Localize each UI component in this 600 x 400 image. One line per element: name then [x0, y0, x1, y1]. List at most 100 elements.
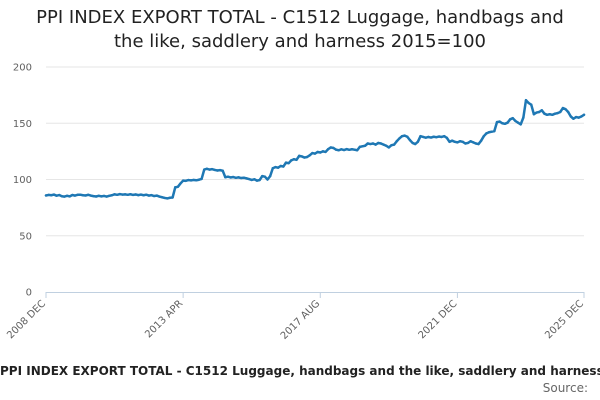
data-point-2011-11 [137, 193, 140, 197]
data-point-2018-02 [334, 148, 338, 151]
data-point-2019-03 [369, 142, 372, 146]
data-point-2015-02 [239, 176, 243, 180]
data-point-2018-01 [332, 146, 335, 150]
data-point-2009-09 [68, 195, 71, 198]
data-point-2021-03 [432, 135, 435, 138]
data-point-2024-02 [524, 98, 528, 102]
data-point-2015-05 [247, 177, 251, 181]
data-point-2014-04 [213, 168, 216, 172]
data-point-2024-07 [537, 110, 541, 114]
data-point-2024-03 [527, 101, 530, 105]
data-point-2018-04 [340, 148, 343, 151]
data-point-2009-12 [76, 193, 79, 196]
data-point-2023-11 [516, 121, 520, 124]
data-point-2025-09 [574, 115, 578, 119]
series-group [44, 98, 586, 200]
data-point-2010-07 [94, 195, 98, 198]
data-point-2014-07 [221, 169, 224, 172]
data-point-2017-11 [326, 147, 330, 151]
data-point-2009-08 [65, 194, 69, 198]
data-point-2018-12 [361, 145, 364, 148]
data-point-2017-03 [305, 155, 309, 159]
data-point-2015-11 [263, 175, 267, 178]
x-tick-label-3: 2021 DEC [417, 298, 460, 341]
data-point-2021-10 [450, 139, 454, 142]
data-point-2025-06 [566, 110, 570, 114]
data-point-2018-06 [345, 147, 348, 151]
chart-caption: PPI INDEX EXPORT TOTAL - C1512 Luggage, … [0, 364, 600, 378]
chart-title: PPI INDEX EXPORT TOTAL - C1512 Luggage, … [0, 6, 600, 54]
data-point-2010-11 [105, 195, 108, 198]
y-tick-label-0: 0 [26, 288, 32, 299]
data-point-2025-03 [559, 110, 562, 114]
data-point-2024-06 [535, 111, 538, 114]
data-point-2021-12 [456, 141, 459, 144]
data-point-2025-12 [582, 113, 586, 117]
data-point-2012-10 [166, 197, 169, 200]
data-point-2015-06 [250, 178, 253, 182]
data-point-2022-02 [461, 140, 464, 144]
data-point-2021-08 [445, 136, 449, 140]
data-point-2019-09 [385, 144, 388, 147]
data-point-2022-01 [458, 140, 462, 143]
data-point-2025-04 [561, 106, 565, 110]
data-point-2011-01 [110, 194, 114, 197]
data-point-2017-12 [329, 146, 333, 149]
data-point-2016-10 [292, 158, 296, 161]
data-point-2024-01 [522, 116, 525, 119]
data-point-2023-03 [495, 120, 499, 124]
data-point-2017-01 [300, 155, 304, 158]
data-point-2020-09 [416, 140, 420, 144]
data-point-2021-06 [440, 135, 443, 139]
data-point-2010-05 [89, 194, 93, 197]
data-point-2016-11 [295, 158, 298, 162]
data-point-2013-06 [187, 178, 190, 182]
data-point-2017-06 [313, 152, 317, 155]
data-point-2024-05 [532, 113, 536, 116]
data-point-2016-05 [279, 164, 282, 168]
data-point-2019-04 [371, 142, 375, 145]
data-point-2022-09 [479, 139, 483, 142]
data-point-2010-08 [97, 194, 100, 198]
data-point-2019-07 [379, 142, 383, 145]
data-point-2010-03 [84, 194, 87, 197]
data-point-2016-06 [282, 165, 285, 168]
data-point-2020-07 [411, 141, 414, 145]
data-point-2022-05 [469, 140, 472, 143]
data-point-2022-11 [485, 132, 488, 135]
data-point-2025-10 [577, 116, 580, 119]
data-point-2020-12 [424, 136, 427, 139]
data-point-2024-08 [540, 109, 543, 112]
data-point-2024-09 [543, 112, 546, 115]
data-point-2025-02 [556, 111, 559, 115]
data-point-2018-09 [353, 148, 356, 151]
data-point-2013-07 [189, 179, 193, 182]
data-point-2021-05 [437, 135, 441, 138]
data-point-2019-02 [366, 142, 369, 145]
data-point-2020-02 [398, 137, 401, 140]
data-point-2012-09 [163, 196, 166, 200]
data-point-2019-01 [363, 144, 367, 147]
source-label: Source: [542, 381, 588, 395]
data-point-2023-09 [511, 116, 514, 120]
data-point-2020-08 [414, 142, 417, 146]
y-tick-label-150: 150 [13, 119, 32, 130]
data-point-2013-02 [176, 185, 180, 189]
data-point-2025-11 [580, 115, 583, 118]
data-point-2018-10 [356, 149, 359, 152]
data-point-2012-07 [158, 195, 161, 198]
data-point-2018-05 [342, 148, 346, 152]
data-point-2015-01 [237, 176, 240, 179]
data-point-2025-05 [564, 107, 567, 111]
data-point-2022-04 [466, 141, 470, 145]
data-point-2014-01 [205, 167, 209, 171]
data-point-2019-08 [382, 143, 385, 146]
data-point-2017-10 [324, 150, 327, 154]
data-point-2012-03 [147, 194, 151, 197]
data-point-2020-10 [419, 134, 422, 138]
data-point-2011-12 [139, 193, 143, 196]
data-point-2021-11 [453, 140, 456, 144]
data-point-2012-06 [155, 194, 158, 197]
data-point-2013-04 [181, 179, 185, 182]
